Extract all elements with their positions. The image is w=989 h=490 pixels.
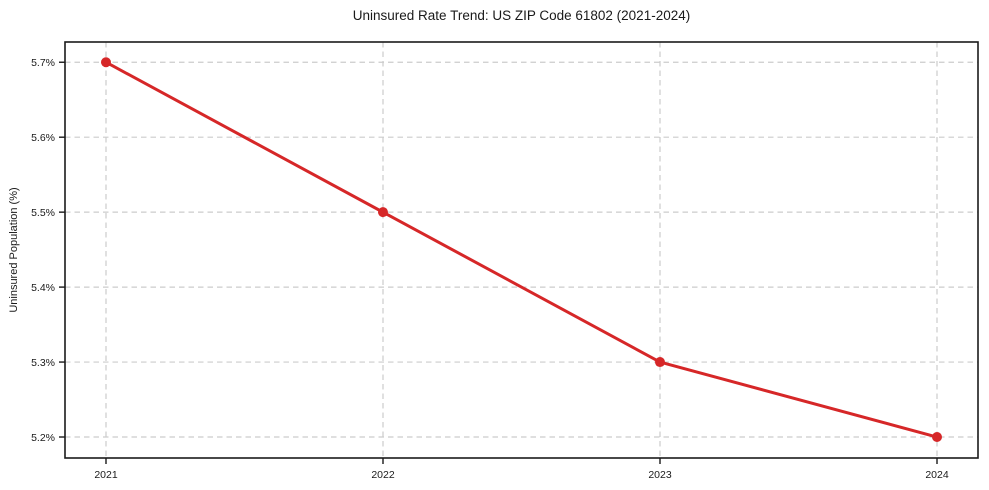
y-tick-label: 5.2%	[31, 432, 55, 444]
y-tick-label: 5.5%	[31, 207, 55, 219]
trend-line	[104, 60, 939, 439]
data-point	[655, 357, 666, 368]
chart-title: Uninsured Rate Trend: US ZIP Code 61802 …	[352, 8, 691, 23]
x-tick-label: 2021	[94, 469, 118, 481]
data-point	[377, 207, 388, 218]
y-tick-label: 5.6%	[31, 132, 55, 144]
plot-border	[64, 41, 979, 459]
x-tick-label: 2022	[371, 469, 395, 481]
x-tick-label: 2024	[925, 469, 949, 481]
y-tick-label: 5.7%	[31, 57, 55, 69]
x-tick-label: 2023	[648, 469, 672, 481]
data-point	[100, 57, 111, 68]
data-point	[932, 432, 943, 443]
y-tick-label: 5.3%	[31, 357, 55, 369]
y-tick-label: 5.4%	[31, 282, 55, 294]
